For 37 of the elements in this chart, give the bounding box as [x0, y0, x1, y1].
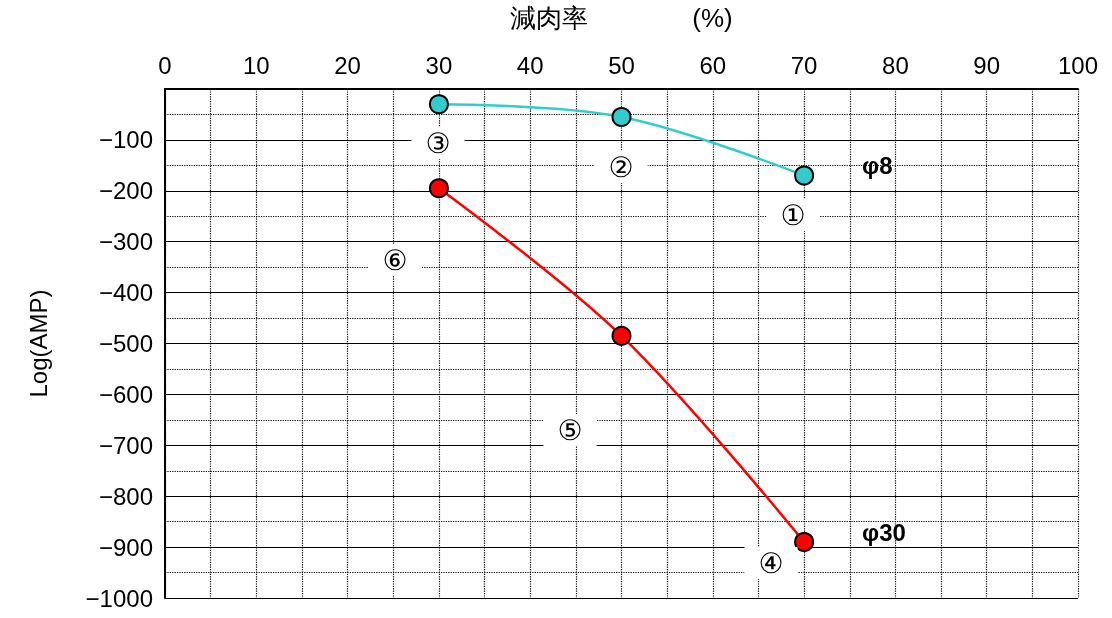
annotation: ⑤ [557, 414, 583, 446]
x-axis-title: 減肉率 (%) [510, 3, 733, 33]
x-tick-label: 0 [158, 51, 172, 79]
x-tick-label: 10 [242, 51, 270, 79]
annotation: ① [780, 199, 806, 231]
point [794, 165, 815, 186]
point [794, 532, 815, 552]
x-tick-label: 30 [425, 51, 453, 79]
annotation: ⑥ [382, 244, 408, 276]
y-tick-label: −100 [98, 126, 153, 154]
x-tick-label: 80 [882, 51, 909, 79]
text: φ30 [862, 518, 906, 546]
y-tick-label: −600 [98, 380, 153, 408]
y-tick-label: −800 [98, 482, 153, 510]
annotation: ④ [758, 547, 784, 579]
x-tick-label: 50 [608, 51, 635, 79]
y-tick-label: −300 [98, 228, 153, 256]
x-tick-label: 20 [334, 51, 361, 79]
y-tick-label: −200 [98, 177, 153, 205]
y-tick-label: −900 [98, 533, 153, 561]
x-tick-label: 60 [699, 51, 727, 79]
annotation: ③ [425, 127, 451, 159]
point [611, 325, 632, 346]
x-tick-label: 90 [973, 51, 1001, 79]
point [428, 94, 449, 115]
x-tick-label: 100 [1057, 51, 1099, 79]
x-tick-label: 40 [516, 51, 544, 79]
y-tick-label: −700 [98, 431, 153, 459]
y-axis-title: Log(AMP) [24, 289, 52, 398]
annotation: ② [608, 151, 634, 183]
y-tick-label: −400 [98, 279, 153, 307]
point [611, 107, 632, 127]
point [428, 178, 449, 199]
x-tick-label: 70 [790, 51, 818, 79]
y-tick-label: −500 [98, 330, 153, 357]
y-tick-label: −1000 [85, 584, 153, 612]
text: φ8 [862, 152, 893, 180]
